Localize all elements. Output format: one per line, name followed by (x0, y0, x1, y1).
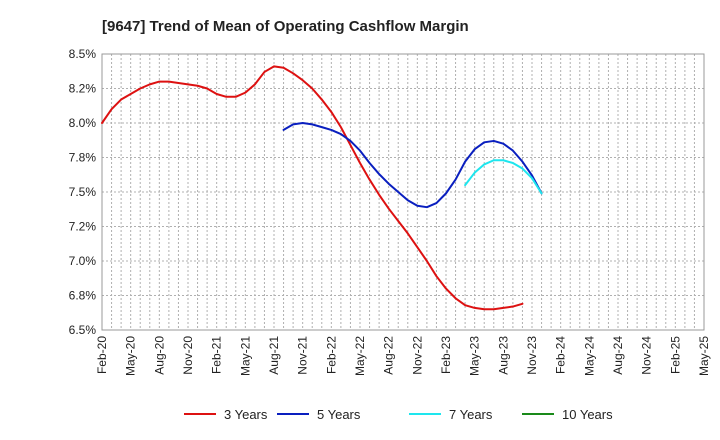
x-tick-label: May-23 (468, 336, 482, 376)
chart-title: [9647] Trend of Mean of Operating Cashfl… (102, 18, 469, 35)
x-tick-label: May-24 (582, 336, 596, 376)
x-tick-label: Feb-21 (210, 336, 224, 374)
grid (102, 54, 704, 330)
y-tick-label: 7.0% (69, 254, 97, 268)
y-tick-label: 6.5% (69, 323, 97, 337)
y-tick-label: 8.0% (69, 116, 97, 130)
series-lines (101, 65, 543, 311)
x-tick-label: May-25 (697, 336, 711, 376)
x-tick-label: Feb-25 (668, 336, 682, 374)
y-axis: 6.5% 6.8% 7.0% 7.2% 7.5% 7.8% 8.0% 8.2% 8.5% (69, 47, 97, 337)
y-tick-label: 8.5% (69, 47, 97, 61)
x-tick-label: Aug-21 (267, 336, 281, 375)
x-tick-label: Aug-22 (382, 336, 396, 375)
x-tick-label: Nov-23 (525, 336, 539, 375)
y-tick-label: 6.8% (69, 289, 97, 303)
legend-label: 10 Years (562, 407, 613, 422)
x-tick-label: Aug-20 (152, 336, 166, 375)
x-tick-label: Nov-24 (640, 336, 654, 375)
x-tick-label: Nov-21 (296, 336, 310, 375)
x-tick-label: Aug-23 (496, 336, 510, 375)
x-tick-label: Feb-20 (95, 336, 109, 374)
y-tick-label: 7.2% (69, 220, 97, 234)
x-tick-label: Aug-24 (611, 336, 625, 375)
y-tick-label: 7.8% (69, 151, 97, 165)
x-tick-label: Feb-22 (324, 336, 338, 374)
x-tick-label: Feb-24 (554, 336, 568, 374)
x-tick-label: Feb-23 (439, 336, 453, 374)
series-line-7-years (464, 159, 543, 195)
legend-label: 7 Years (449, 407, 493, 422)
x-tick-label: Nov-22 (410, 336, 424, 375)
legend: 3 Years 5 Years 7 Years 10 Years (184, 407, 613, 422)
x-tick-label: May-22 (353, 336, 367, 376)
y-tick-label: 7.5% (69, 185, 97, 199)
x-tick-label: Nov-20 (181, 336, 195, 375)
x-tick-label: May-21 (238, 336, 252, 376)
series-line-3-years (101, 65, 524, 311)
legend-label: 3 Years (224, 407, 268, 422)
y-tick-label: 8.2% (69, 82, 97, 96)
series-line-5-years (282, 122, 543, 209)
legend-label: 5 Years (317, 407, 361, 422)
x-tick-label: May-20 (124, 336, 138, 376)
plot-area-frame (101, 53, 705, 331)
x-axis: Feb-20 May-20 Aug-20 Nov-20 Feb-21 May-21 Aug-… (95, 336, 711, 376)
